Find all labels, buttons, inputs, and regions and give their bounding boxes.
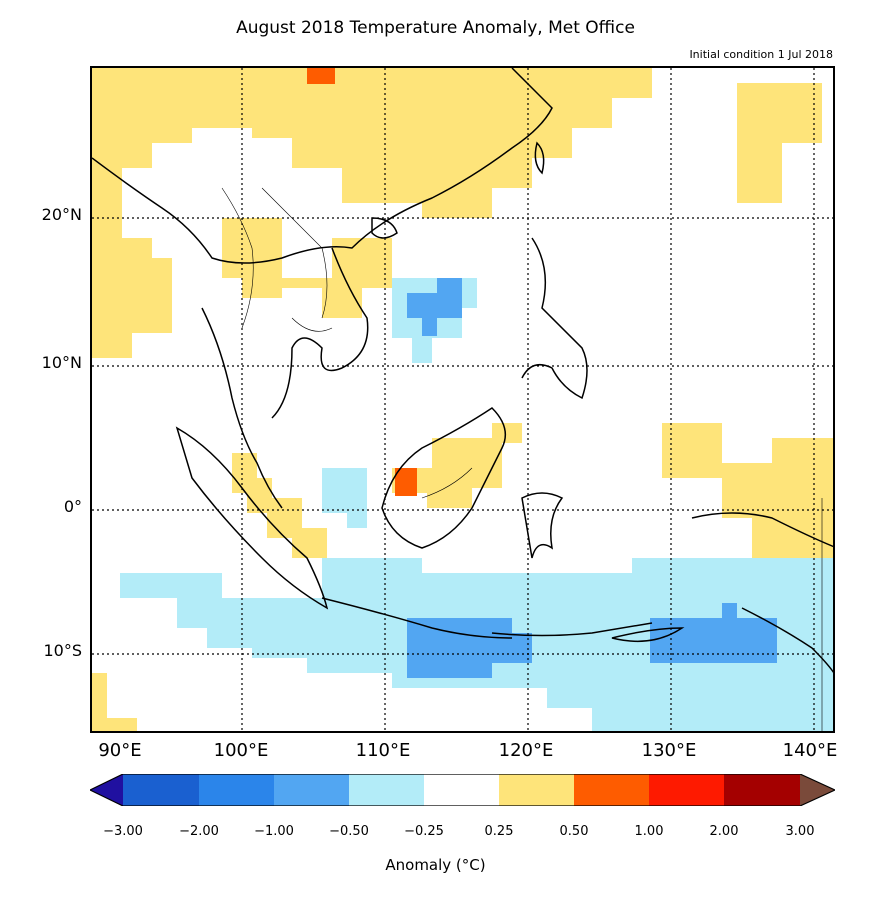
colorbar-tick: −0.25: [404, 824, 444, 839]
warm-region-north: [92, 68, 652, 218]
coast-sumatra: [175, 426, 329, 610]
map-title: August 2018 Temperature Anomaly, Met Off…: [236, 18, 635, 38]
initial-condition-note: Initial condition 1 Jul 2018: [689, 48, 833, 61]
warm-region-east: [662, 423, 833, 558]
hot-spot-north: [307, 68, 335, 84]
warm-anomaly-areas: [92, 68, 833, 731]
anomaly-map: [90, 66, 835, 733]
warm-region-southwest: [92, 673, 137, 731]
colorbar-tick: −1.00: [254, 824, 294, 839]
lon-label-120e: 120°E: [498, 740, 554, 761]
coast-china: [92, 68, 553, 264]
colorbar-bin-3: [274, 774, 349, 806]
lon-label-140e: 140°E: [782, 740, 838, 761]
colorbar-above-arrow: [800, 774, 835, 806]
map-canvas: [92, 68, 833, 731]
border-cambodia: [291, 317, 333, 332]
colorbar-bin-6: [499, 774, 574, 806]
colorbar-bin-8: [649, 774, 724, 806]
colorbar: [90, 774, 835, 806]
coast-sulawesi: [521, 492, 564, 559]
gridlines: [92, 68, 833, 731]
cold-region-java-sea: [407, 618, 532, 678]
cool-region-karimata: [322, 468, 367, 528]
colorbar-tick: 0.25: [484, 824, 514, 839]
lon-label-100e: 100°E: [213, 740, 269, 761]
colorbar-bin-2: [199, 774, 274, 806]
colorbar-bin-7: [574, 774, 649, 806]
coast-timor: [611, 627, 685, 643]
coast-vietnam: [271, 247, 369, 419]
colorbar-tick: 3.00: [785, 824, 815, 839]
warm-region-west-land: [92, 218, 172, 358]
lon-label-110e: 110°E: [355, 740, 411, 761]
warm-region-borneo: [392, 423, 522, 508]
coast-taiwan: [534, 141, 545, 175]
warm-region-northeast: [737, 83, 822, 203]
colorbar-bin-5: [424, 774, 499, 806]
colorbar-bin-1: [123, 774, 199, 806]
colorbar-label: Anomaly (°C): [385, 856, 486, 874]
warm-region-indochina: [222, 218, 392, 318]
colorbar-tick: 2.00: [709, 824, 739, 839]
coast-borneo: [381, 407, 507, 549]
cold-region-banda-sea: [650, 603, 777, 663]
colorbar-tick: 0.50: [559, 824, 589, 839]
cold-spot-south-china-sea: [407, 278, 462, 336]
border-laos: [261, 187, 328, 319]
coast-lesser-sunda: [491, 622, 653, 637]
lon-label-90e: 90°E: [98, 740, 142, 761]
coast-new-guinea: [691, 512, 833, 673]
coast-java: [321, 597, 513, 639]
colorbar-tick: 1.00: [634, 824, 664, 839]
colorbar-tick: −0.50: [329, 824, 369, 839]
country-borders: [221, 187, 823, 731]
lon-label-130e: 130°E: [641, 740, 697, 761]
border-myanmar-thailand: [221, 187, 254, 329]
lat-label-20n: 20°N: [41, 205, 82, 224]
coast-malay-peninsula: [201, 307, 283, 509]
lat-label-10n: 10°N: [41, 353, 82, 372]
colorbar-bin-4: [349, 774, 424, 806]
cold-anomaly-areas: [407, 278, 777, 678]
border-borneo: [421, 467, 473, 499]
colorbar-tick: −2.00: [179, 824, 219, 839]
lat-label-10s: 10°S: [43, 641, 82, 660]
colorbar-tick: −3.00: [103, 824, 143, 839]
coast-hainan: [371, 217, 398, 239]
lat-label-equator: 0°: [63, 497, 82, 516]
coastlines: [92, 68, 833, 673]
colorbar-below-arrow: [90, 774, 123, 806]
hot-spot-borneo: [395, 468, 417, 496]
colorbar-bin-9: [724, 774, 800, 806]
hot-anomaly-areas: [307, 68, 417, 496]
coast-philippines: [521, 237, 588, 400]
